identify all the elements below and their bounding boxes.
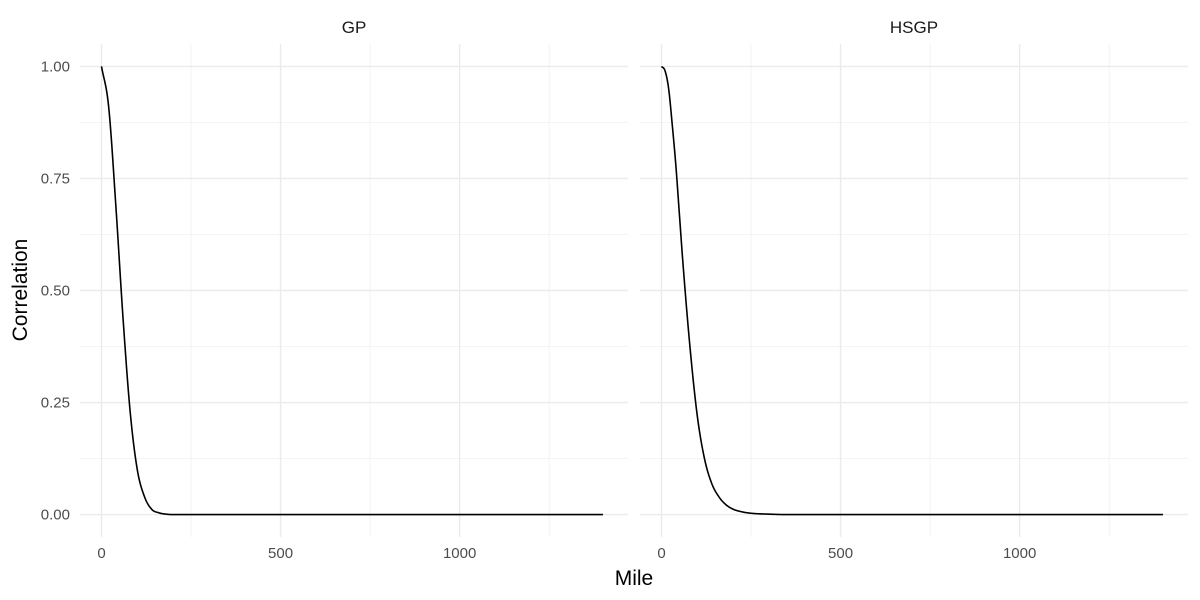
y-tick-label: 1.00: [41, 58, 70, 75]
series-line-hsgp: [660, 65, 1163, 516]
facet-panels: GP 0 500 1000 0.00 0.25 0.50 0.75 1.00 HSGP 0 500 10…: [41, 18, 1188, 562]
x-tick-label: 1000: [443, 545, 476, 562]
y-tick-label: 0.25: [41, 395, 70, 412]
x-tick-label: 0: [657, 545, 665, 562]
y-tick-label: 0.75: [41, 170, 70, 187]
x-tick-label: 500: [828, 545, 853, 562]
panel-hsgp: HSGP 0 500 1000: [640, 18, 1188, 562]
series-line-gp: [100, 66, 603, 516]
panel-gp: GP 0 500 1000 0.00 0.25 0.50 0.75 1.00: [41, 18, 628, 562]
panel-title: HSGP: [890, 18, 938, 37]
panel-title: GP: [342, 18, 367, 37]
y-axis-title: Correlation: [9, 239, 32, 342]
y-tick-label: 0.00: [41, 507, 70, 524]
x-tick-label: 500: [268, 545, 293, 562]
x-axis-title: Mile: [615, 567, 654, 590]
y-tick-label: 0.50: [41, 283, 70, 300]
x-tick-label: 0: [97, 545, 105, 562]
x-tick-label: 1000: [1003, 545, 1036, 562]
